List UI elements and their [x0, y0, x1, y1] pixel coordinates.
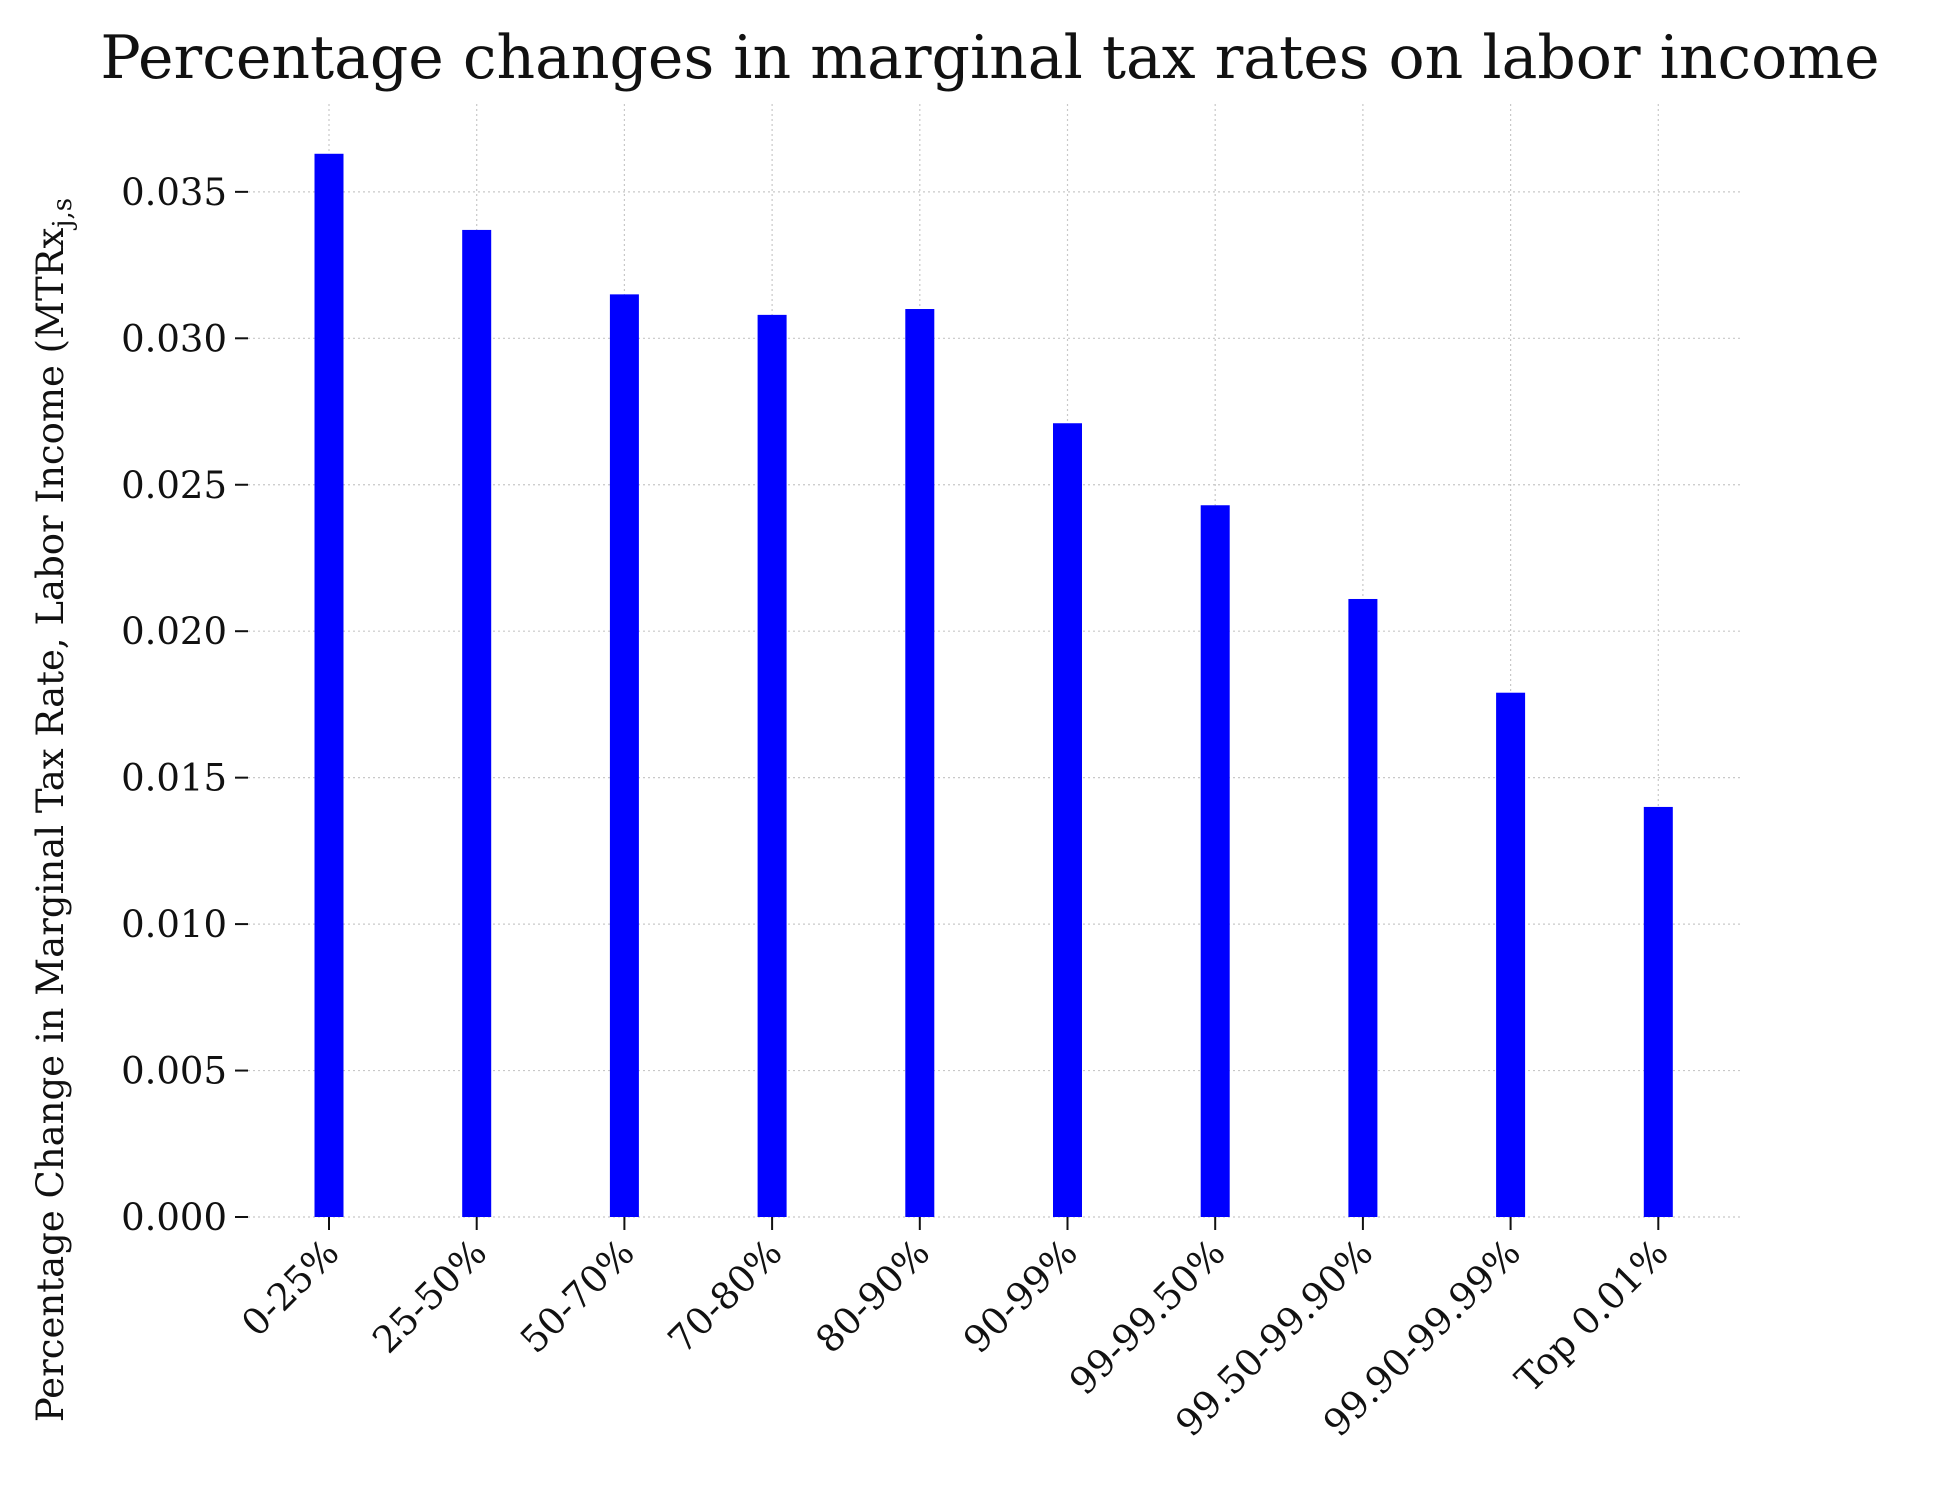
- bar: [905, 309, 935, 1217]
- bar: [1053, 423, 1082, 1218]
- x-axis-ticks: 0-25% 25-50% 50-70% 70-80% 80-90% 90-99%99-99…: [233, 1217, 1677, 1445]
- chart-title: Percentage changes in marginal tax rates…: [100, 23, 1879, 93]
- bar: [1496, 692, 1526, 1217]
- y-tick-label: 0.015: [121, 757, 227, 800]
- y-tick-label: 0.030: [121, 317, 227, 360]
- y-tick-label: 0.025: [121, 464, 227, 507]
- x-tick-label: 0-25%: [233, 1231, 347, 1345]
- y-tick-label: 0.020: [121, 610, 227, 653]
- x-tick-label: Top 0.01%: [1507, 1231, 1677, 1401]
- y-tick-label: 0.010: [121, 903, 227, 946]
- bar: [757, 314, 787, 1217]
- y-tick-label: 0.035: [121, 171, 227, 214]
- x-tick-label: 50-70%: [512, 1231, 643, 1362]
- x-tick-label: 90-99%: [955, 1231, 1086, 1362]
- bars-layer: [314, 153, 1673, 1218]
- y-tick-label: 0.000: [121, 1196, 227, 1239]
- bar: [462, 229, 492, 1217]
- bar: [1348, 598, 1378, 1217]
- svg-text:Percentage Change in Marginal: Percentage Change in Marginal Tax Rate, …: [29, 198, 78, 1422]
- bar: [1643, 806, 1673, 1217]
- bar: [1200, 505, 1230, 1217]
- x-tick-label: 25-50%: [364, 1231, 495, 1362]
- bar: [609, 294, 639, 1217]
- y-axis-label: Percentage Change in Marginal Tax Rate, …: [29, 198, 78, 1422]
- x-tick-label: 70-80%: [660, 1231, 791, 1362]
- x-tick-label: 80-90%: [807, 1231, 938, 1362]
- y-axis-label-subscript: j,s: [48, 198, 78, 231]
- bar: [314, 153, 344, 1218]
- y-axis-label-text: Percentage Change in Marginal Tax Rate, …: [29, 227, 72, 1422]
- y-tick-label: 0.005: [121, 1050, 227, 1093]
- y-axis-ticks: 0.000 0.005 0.010 0.015 0.020 0.025 0.030 0.035: [121, 171, 248, 1239]
